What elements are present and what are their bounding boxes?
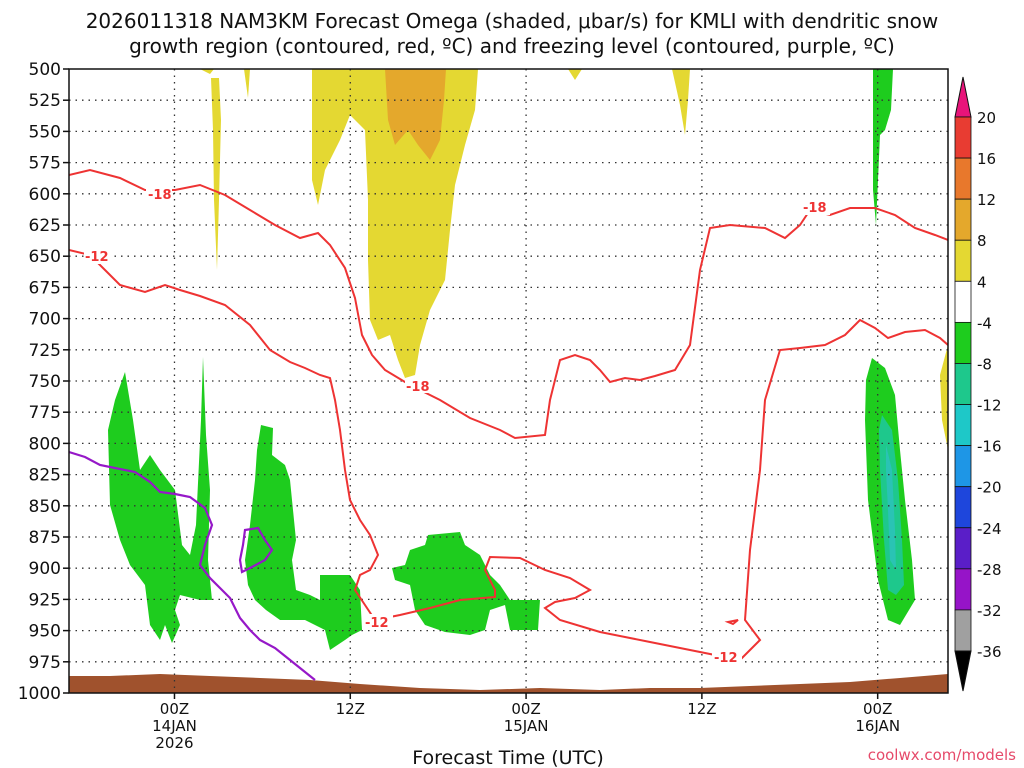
colorbar-band <box>954 116 972 159</box>
colorbar-tick-label: -4 <box>977 314 992 332</box>
x-tick-label: 16JAN <box>855 717 900 735</box>
y-tick-label: 500 <box>29 60 61 80</box>
contour-label-minus18: -18 <box>406 380 430 395</box>
contour-label-bg <box>405 378 435 393</box>
x-tick-label: 12Z <box>687 700 716 718</box>
colorbar-tick-label: 8 <box>977 232 987 250</box>
downward-motion-region <box>940 345 948 450</box>
colorbar-top-arrow <box>954 76 972 118</box>
y-tick-label: 875 <box>29 528 61 548</box>
contour-layer <box>69 168 948 681</box>
colorbar-band <box>954 445 972 488</box>
contour-freezing-level <box>69 450 316 681</box>
colorbar-tick-label: -8 <box>977 355 992 373</box>
shaded-layer <box>69 69 948 693</box>
y-tick-label: 725 <box>29 341 61 361</box>
contour-label-minus18: -18 <box>803 201 827 216</box>
y-tick-label: 650 <box>29 247 61 267</box>
y-tick-label: 900 <box>29 559 61 579</box>
y-tick-label: 550 <box>29 122 61 142</box>
colorbar-band <box>954 527 972 570</box>
colorbar-band <box>954 568 972 611</box>
colorbar-band <box>954 486 972 529</box>
x-tick-label: 00Z <box>863 700 892 718</box>
contour-minus18 <box>69 168 948 440</box>
x-tick-label: 14JAN <box>152 717 197 735</box>
colorbar-tick-label: 16 <box>977 150 996 168</box>
contour-labels: -18 -18 -18 -12 -12 -12 <box>84 187 830 666</box>
downward-motion-region <box>211 78 221 270</box>
colorbar-tick-label: 4 <box>977 273 987 291</box>
contour-minus12 <box>69 249 948 662</box>
grid <box>69 69 948 693</box>
y-tick-label: 775 <box>29 403 61 423</box>
x-tick-label: 2026 <box>155 734 193 752</box>
y-axis: 500 525 550 575 600 625 650 675 700 725 750 775 800 8… <box>18 60 69 704</box>
contour-label-bg <box>84 249 114 264</box>
y-tick-label: 575 <box>29 154 61 174</box>
contour-label-bg <box>146 187 172 202</box>
x-tick-label: 12Z <box>336 700 365 718</box>
x-axis-label: Forecast Time (UTC) <box>412 747 603 768</box>
colorbar-tick-label: -20 <box>977 479 1002 497</box>
colorbar-band <box>954 157 972 200</box>
colorbar-tick-label: -24 <box>977 520 1002 538</box>
downward-motion-region <box>200 69 214 74</box>
x-tick-label: 15JAN <box>504 717 549 735</box>
colorbar-band <box>954 239 972 282</box>
y-tick-label: 975 <box>29 653 61 673</box>
contour-label-bg <box>363 614 393 629</box>
chart-title-line2: growth region (contoured, red, ºC) and f… <box>129 34 895 58</box>
colorbar-tick-label: -36 <box>977 643 1002 661</box>
y-tick-label: 675 <box>29 278 61 298</box>
strong-downward-motion-region <box>385 69 446 160</box>
upward-motion-region <box>108 357 212 643</box>
credit-text[interactable]: coolwx.com/models <box>868 746 1016 764</box>
colorbar-band <box>954 404 972 447</box>
y-tick-label: 525 <box>29 91 61 111</box>
y-tick-label: 600 <box>29 185 61 205</box>
upward-motion-region <box>245 425 362 650</box>
contour-label-minus12: -12 <box>85 250 109 265</box>
colorbar-tick-label: -16 <box>977 438 1002 456</box>
contour-minus12 <box>724 619 739 626</box>
colorbar-band <box>954 609 972 652</box>
colorbar-tick-label: -32 <box>977 602 1002 620</box>
y-tick-label: 925 <box>29 590 61 610</box>
y-tick-label: 825 <box>29 466 61 486</box>
contour-label-bg <box>712 649 742 664</box>
colorbar-band <box>954 321 972 364</box>
colorbar-band <box>954 198 972 241</box>
y-tick-label: 850 <box>29 497 61 517</box>
y-tick-label: 800 <box>29 434 61 454</box>
contour-label-minus18: -18 <box>148 188 172 203</box>
terrain-region <box>69 674 948 693</box>
downward-motion-region <box>244 69 250 98</box>
y-tick-label: 625 <box>29 216 61 236</box>
x-tick-label: 00Z <box>160 700 189 718</box>
colorbar-tick-label: 12 <box>977 191 996 209</box>
contour-freezing-level <box>238 526 274 574</box>
contour-label-bg <box>800 200 830 215</box>
colorbar-tick-label: -28 <box>977 561 1002 579</box>
contour-label-minus12: -12 <box>714 651 738 666</box>
colorbar-band <box>954 363 972 405</box>
x-tick-label: 00Z <box>511 700 540 718</box>
colorbar-tick-label: -12 <box>977 397 1002 415</box>
strong-upward-motion-region <box>886 445 896 570</box>
y-tick-label: 700 <box>29 310 61 330</box>
downward-motion-region <box>568 69 582 80</box>
downward-motion-region <box>672 69 690 135</box>
y-tick-label: 1000 <box>18 684 61 704</box>
colorbar: 20 16 12 8 4 -4 -8 -12 -16 -20 -24 -28 -32 -36 <box>954 76 1002 692</box>
y-tick-label: 750 <box>29 372 61 392</box>
y-tick-label: 950 <box>29 622 61 642</box>
contour-label-minus12: -12 <box>365 616 389 631</box>
colorbar-bottom-arrow <box>954 650 972 692</box>
colorbar-band <box>954 280 972 323</box>
colorbar-tick-label: 20 <box>977 109 996 127</box>
chart-title-line1: 2026011318 NAM3KM Forecast Omega (shaded… <box>86 9 939 33</box>
